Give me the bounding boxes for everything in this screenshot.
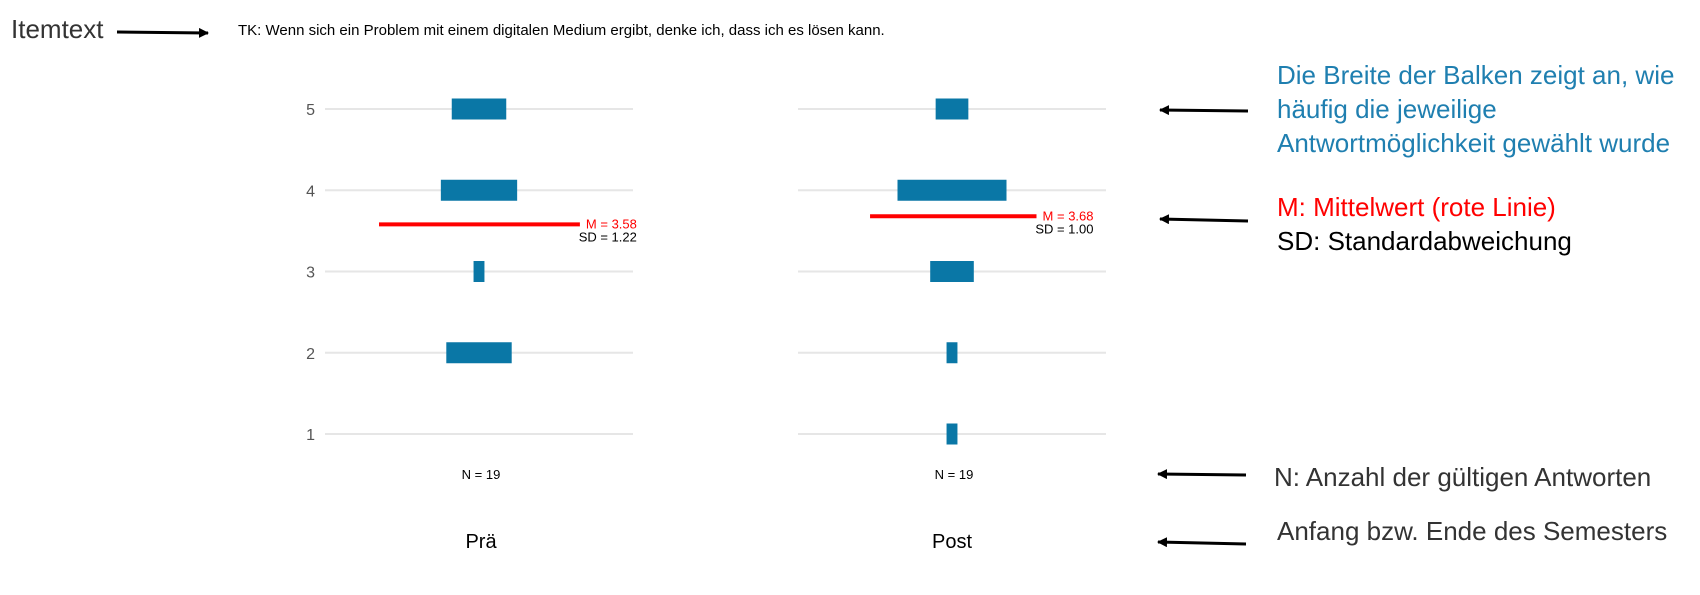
- n-label-post: N = 19: [935, 467, 974, 482]
- bar-pre-3: [473, 261, 485, 282]
- y-tick-label: 4: [306, 183, 315, 200]
- mean-explanation: M: Mittelwert (rote Linie): [1277, 192, 1556, 222]
- n-arrow: [1157, 469, 1247, 480]
- bar-pre-4: [440, 179, 518, 201]
- mean-label-post: M = 3.68: [1043, 208, 1094, 223]
- item-text: TK: Wenn sich ein Problem mit einem digi…: [238, 22, 885, 39]
- bar-post-3: [930, 261, 974, 282]
- y-tick-label: 5: [306, 102, 315, 119]
- time-explanation: Anfang bzw. Ende des Semesters: [1277, 516, 1668, 546]
- bar-pre-2: [446, 342, 512, 364]
- annotation-arrows: [116, 27, 1249, 548]
- y-tick-label: 1: [306, 427, 315, 444]
- mean-label-pre: M = 3.58: [586, 216, 637, 231]
- bar-post-4: [897, 179, 1007, 201]
- item-arrow: [116, 27, 209, 38]
- bar-pre-5: [451, 98, 507, 120]
- n-label-pre: N = 19: [462, 467, 501, 482]
- sd-label-post: SD = 1.00: [1035, 221, 1093, 236]
- item-label: Itemtext: [11, 14, 104, 44]
- bar-width-explanation: Die Breite der Balken zeigt an, wie häuf…: [1277, 60, 1675, 158]
- panel-label-post: Post: [932, 531, 972, 553]
- bar-post-1: [946, 423, 958, 445]
- mean-arrow: [1159, 214, 1249, 225]
- y-tick-label: 2: [306, 346, 315, 363]
- time-arrow: [1157, 537, 1247, 548]
- panel-label-pre: Prä: [465, 531, 497, 553]
- sd-explanation: SD: Standardabweichung: [1277, 226, 1572, 256]
- sd-label-pre: SD = 1.22: [579, 229, 637, 244]
- bar-post-2: [946, 342, 958, 364]
- y-tick-label: 3: [306, 265, 315, 282]
- n-explanation: N: Anzahl der gültigen Antworten: [1274, 462, 1652, 492]
- bar-post-5: [935, 98, 969, 120]
- bar-width-arrow: [1159, 105, 1249, 116]
